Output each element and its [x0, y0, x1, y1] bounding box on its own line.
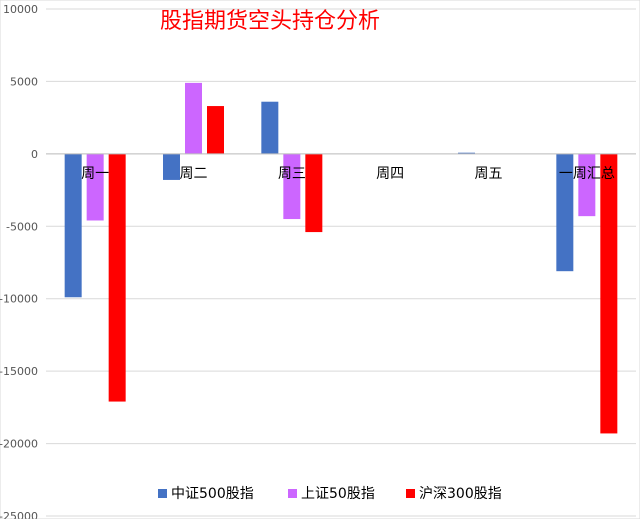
y-tick-label: -15000 — [0, 365, 38, 378]
x-category-label: 周一 — [81, 166, 109, 182]
y-tick-label: -20000 — [0, 438, 38, 451]
bar-1-6 — [556, 153, 574, 272]
legend-label: 沪深300股指 — [419, 486, 502, 502]
x-category-label: 周五 — [475, 166, 503, 182]
x-category-label: 周二 — [180, 166, 208, 182]
bar-2-2 — [185, 82, 202, 154]
y-tick-label: -5000 — [6, 220, 38, 233]
bar-1-5 — [458, 152, 475, 154]
bar-1-2 — [163, 153, 180, 180]
y-axis-ticks: 10000 5000 0 -5000 -10000 -15000 -20000 -25000 — [0, 3, 38, 519]
y-tick-label: -10000 — [0, 293, 38, 306]
y-tick-label: -25000 — [0, 510, 38, 519]
bars — [64, 82, 618, 434]
x-axis-categories: 周一 周二 周三 周四 周五 一周汇总 — [81, 166, 615, 182]
x-category-label: 周三 — [278, 166, 306, 182]
legend: 中证500股指 上证50股指 沪深300股指 — [158, 486, 502, 502]
legend-swatch — [158, 489, 167, 498]
x-category-label: 一周汇总 — [559, 166, 615, 182]
bar-2-1 — [86, 153, 104, 221]
legend-swatch — [288, 489, 297, 498]
y-tick-label: 10000 — [3, 3, 38, 16]
bar-2-6 — [578, 153, 596, 217]
y-tick-label: 5000 — [10, 75, 38, 88]
legend-label: 上证50股指 — [301, 486, 375, 502]
bar-3-1 — [108, 153, 126, 402]
bar-1-1 — [64, 153, 82, 298]
legend-label: 中证500股指 — [171, 486, 254, 502]
bar-3-3 — [305, 153, 323, 233]
bar-3-6 — [600, 153, 618, 434]
bar-3-2 — [207, 106, 224, 154]
chart-title: 股指期货空头持仓分析 — [160, 9, 380, 34]
x-category-label: 周四 — [376, 166, 404, 182]
bar-2-3 — [283, 153, 301, 220]
y-tick-label: 0 — [31, 148, 38, 161]
legend-swatch — [406, 489, 415, 498]
bar-1-3 — [261, 101, 279, 154]
